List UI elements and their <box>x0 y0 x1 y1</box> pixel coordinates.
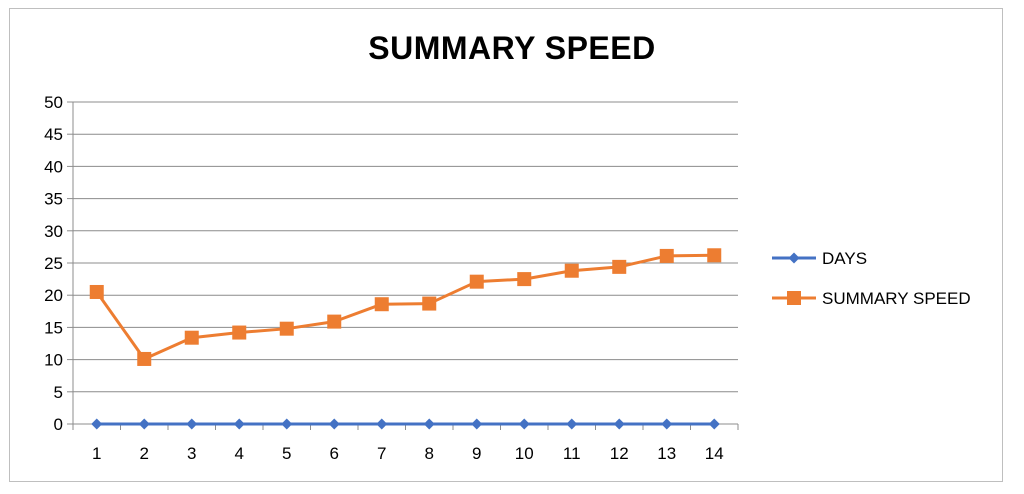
series-days <box>91 418 720 430</box>
x-tick-label: 5 <box>282 444 291 463</box>
data-point-days <box>471 418 483 430</box>
y-tick-labels: 0 5 10 15 20 25 30 35 40 45 50 <box>44 93 63 434</box>
y-tick-label: 50 <box>44 93 63 112</box>
x-tick-label: 4 <box>235 444 244 463</box>
x-tick-label: 9 <box>472 444 481 463</box>
y-tick-label: 0 <box>54 415 63 434</box>
series-line-summary-speed <box>95 253 715 361</box>
y-tick-label: 20 <box>44 286 63 305</box>
data-point-summary-speed <box>184 330 199 345</box>
x-tick-label: 11 <box>563 444 581 463</box>
data-point-summary-speed <box>422 296 437 311</box>
data-point-summary-speed <box>137 351 152 366</box>
legend-label-summary-speed: SUMMARY SPEED <box>822 289 971 308</box>
y-tick-label: 45 <box>44 125 63 144</box>
x-tick-label: 10 <box>515 444 534 463</box>
y-tick-label: 40 <box>44 157 63 176</box>
series-summary-speed <box>89 248 722 366</box>
x-tick-label: 1 <box>92 444 101 463</box>
data-point-summary-speed <box>327 314 342 329</box>
axes <box>67 101 739 430</box>
data-point-days <box>233 418 245 430</box>
chart-title: SUMMARY SPEED <box>368 30 656 66</box>
data-point-days <box>613 418 625 430</box>
data-point-days <box>328 418 340 430</box>
y-tick-label: 5 <box>54 383 63 402</box>
data-point-summary-speed <box>232 325 247 340</box>
data-point-days <box>708 418 720 430</box>
data-point-summary-speed <box>469 274 484 289</box>
chart-frame <box>9 8 1003 482</box>
data-point-days <box>281 418 293 430</box>
data-point-days <box>566 418 578 430</box>
data-point-summary-speed <box>279 321 294 336</box>
legend: DAYS SUMMARY SPEED <box>772 249 971 308</box>
x-tick-label: 14 <box>705 444 724 463</box>
series-group <box>89 248 722 430</box>
data-point-days <box>376 418 388 430</box>
data-point-summary-speed <box>517 272 532 287</box>
data-point-days <box>518 418 530 430</box>
x-tick-label: 12 <box>610 444 629 463</box>
y-tick-label: 35 <box>44 190 63 209</box>
data-point-days <box>661 418 673 430</box>
data-point-days <box>186 418 198 430</box>
legend-marker-days <box>788 252 800 264</box>
data-point-summary-speed <box>89 284 104 299</box>
legend-label-days: DAYS <box>822 249 867 268</box>
data-point-summary-speed <box>564 263 579 278</box>
data-point-days <box>91 418 103 430</box>
x-tick-label: 3 <box>187 444 196 463</box>
x-tick-label: 13 <box>657 444 676 463</box>
x-tick-labels: 1 2 3 4 5 6 7 8 9 10 11 12 13 14 <box>92 444 724 463</box>
data-point-summary-speed <box>612 259 627 274</box>
x-tick-label: 6 <box>330 444 339 463</box>
x-tick-label: 8 <box>425 444 434 463</box>
data-point-days <box>423 418 435 430</box>
gridlines <box>73 101 738 393</box>
y-tick-label: 30 <box>44 222 63 241</box>
y-tick-label: 10 <box>44 351 63 370</box>
x-tick-label: 7 <box>377 444 386 463</box>
x-tick-label: 2 <box>140 444 149 463</box>
legend-marker-summary-speed <box>787 291 801 305</box>
data-point-summary-speed <box>707 248 722 263</box>
data-point-summary-speed <box>374 297 389 312</box>
data-point-summary-speed <box>659 248 674 263</box>
y-tick-label: 25 <box>44 254 63 273</box>
data-point-days <box>138 418 150 430</box>
y-tick-label: 15 <box>44 318 63 337</box>
